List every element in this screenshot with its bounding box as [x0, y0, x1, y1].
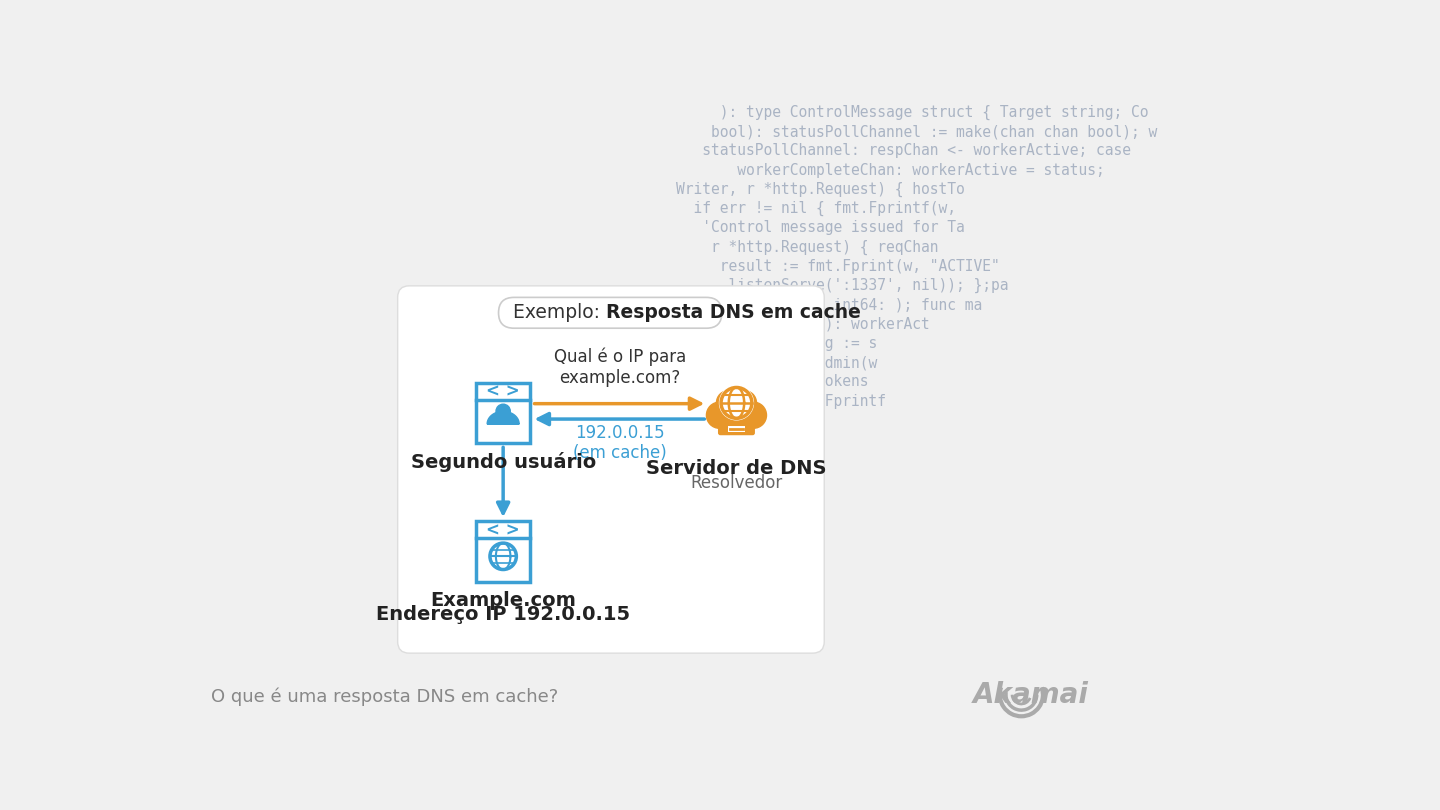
- Text: Segundo usuário: Segundo usuário: [410, 452, 596, 472]
- FancyBboxPatch shape: [729, 426, 744, 433]
- Circle shape: [732, 390, 756, 416]
- Text: case msg := s: case msg := s: [677, 336, 877, 351]
- Text: Resolvedor: Resolvedor: [690, 474, 782, 492]
- Text: hostTokens: hostTokens: [677, 374, 868, 390]
- Text: workerCompleteChan: workerActive = status;: workerCompleteChan: workerActive = statu…: [677, 163, 1104, 177]
- FancyBboxPatch shape: [719, 423, 755, 435]
- Text: result := fmt.Fprint(w, "ACTIVE": result := fmt.Fprint(w, "ACTIVE": [677, 259, 1001, 274]
- Text: func bool): workerAct: func bool): workerAct: [677, 317, 930, 331]
- FancyBboxPatch shape: [397, 286, 824, 653]
- FancyBboxPatch shape: [498, 297, 721, 328]
- Text: fmt.Fprintf: fmt.Fprintf: [677, 394, 887, 409]
- FancyBboxPatch shape: [477, 383, 530, 443]
- Circle shape: [720, 386, 753, 420]
- Circle shape: [492, 545, 514, 568]
- Text: < >: < >: [487, 521, 520, 539]
- Text: Example.com: Example.com: [431, 590, 576, 610]
- Text: if err != nil { fmt.Fprintf(w,: if err != nil { fmt.Fprintf(w,: [677, 201, 956, 216]
- Text: Akamai: Akamai: [972, 680, 1089, 709]
- Circle shape: [495, 404, 510, 419]
- Circle shape: [717, 390, 742, 416]
- Text: Qual é o IP para
example.com?: Qual é o IP para example.com?: [553, 347, 685, 386]
- Text: < >: < >: [487, 382, 520, 400]
- Circle shape: [707, 402, 733, 428]
- Text: Resposta DNS em cache: Resposta DNS em cache: [606, 302, 861, 322]
- Circle shape: [490, 543, 517, 569]
- Text: bool): statusPollChannel := make(chan chan bool); w: bool): statusPollChannel := make(chan ch…: [677, 124, 1158, 139]
- Polygon shape: [487, 411, 520, 424]
- Text: Endereço IP 192.0.0.15: Endereço IP 192.0.0.15: [376, 605, 631, 625]
- Text: ): type ControlMessage struct { Target string; Co: ): type ControlMessage struct { Target s…: [677, 105, 1149, 120]
- Text: 192.0.0.15
(em cache): 192.0.0.15 (em cache): [573, 424, 667, 463]
- Circle shape: [719, 390, 755, 428]
- Text: func admin(w: func admin(w: [677, 355, 877, 370]
- Text: func Count int64: ); func ma: func Count int64: ); func ma: [677, 297, 982, 313]
- Text: Servidor de DNS: Servidor de DNS: [647, 459, 827, 478]
- Text: r *http.Request) { reqChan: r *http.Request) { reqChan: [677, 240, 939, 255]
- Text: listenServe(':1337', nil)); };pa: listenServe(':1337', nil)); };pa: [677, 278, 1009, 293]
- Text: Exemplo:: Exemplo:: [513, 302, 606, 322]
- Text: 'Control message issued for Ta: 'Control message issued for Ta: [677, 220, 965, 236]
- Text: O que é uma resposta DNS em cache?: O que é uma resposta DNS em cache?: [210, 687, 557, 706]
- Text: Writer, r *http.Request) { hostTo: Writer, r *http.Request) { hostTo: [677, 182, 965, 197]
- Circle shape: [740, 402, 766, 428]
- FancyBboxPatch shape: [477, 522, 530, 582]
- Text: statusPollChannel: respChan <- workerActive; case: statusPollChannel: respChan <- workerAct…: [677, 143, 1132, 159]
